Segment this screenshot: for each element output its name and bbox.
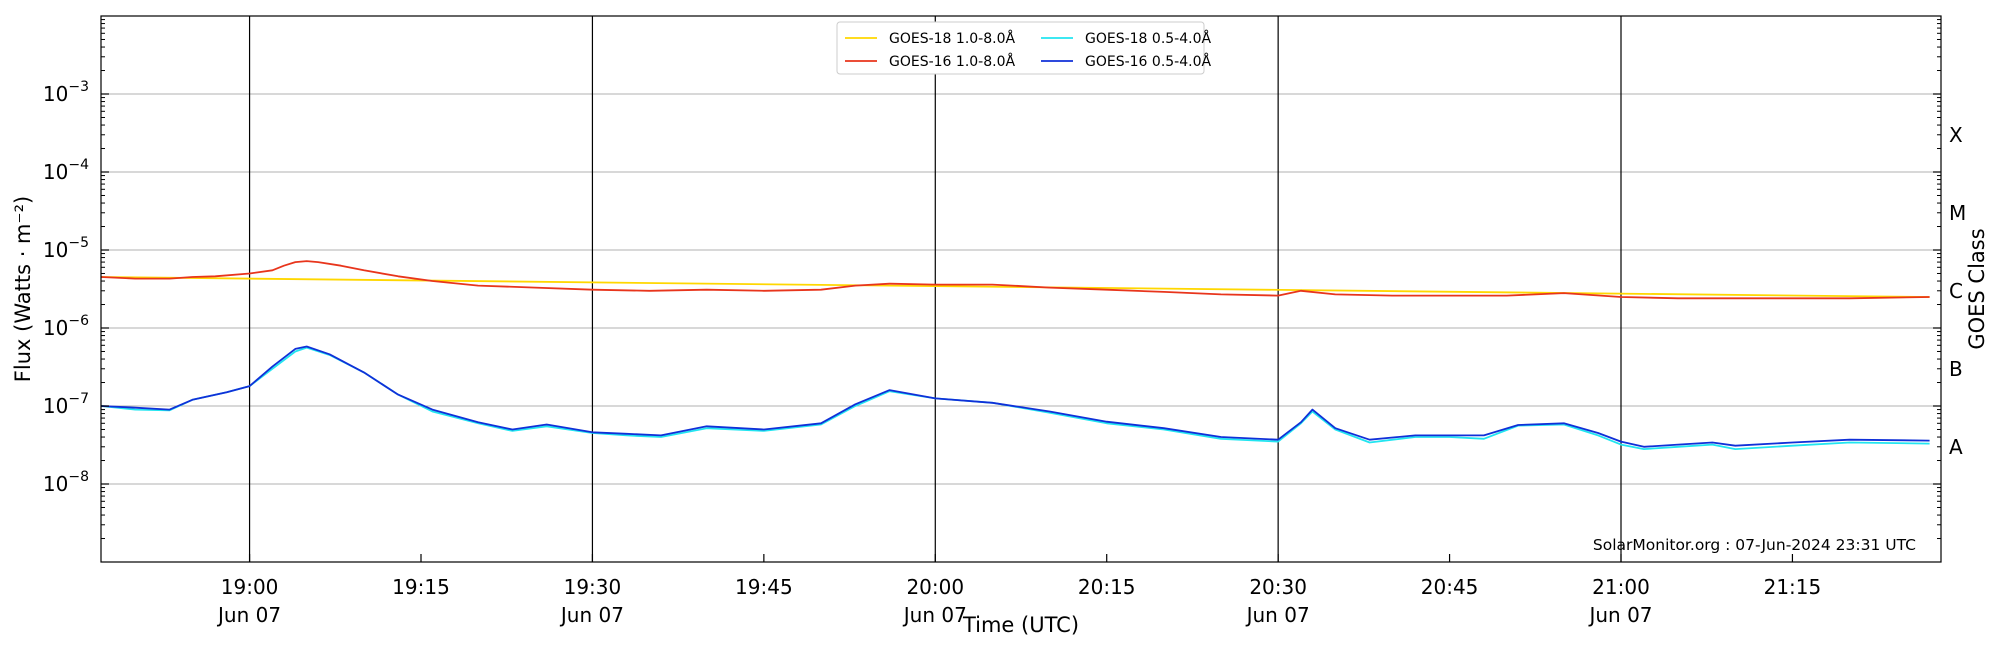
legend-entry: GOES-18 1.0-8.0Å <box>889 30 1015 47</box>
legend-entry: GOES-18 0.5-4.0Å <box>1085 30 1211 47</box>
y-tick-exponent: −7 <box>68 391 89 407</box>
x-tick-label: 19:30 <box>564 575 622 599</box>
goes-class-label: C <box>1949 279 1963 303</box>
x-tick-label: 19:15 <box>392 575 450 599</box>
y-tick-exponent: −5 <box>68 235 89 251</box>
y-tick-label: 10−4 <box>43 157 89 184</box>
y-tick-exponent: −6 <box>68 313 89 329</box>
x-tick-label: 20:15 <box>1078 575 1136 599</box>
y-tick-base: 10 <box>43 394 68 418</box>
goes-class-label: X <box>1949 123 1963 147</box>
goes-class-label: B <box>1949 357 1963 381</box>
x-axis-label: Time (UTC) <box>962 613 1079 637</box>
series-lines <box>100 260 1930 451</box>
y-tick-label: 10−8 <box>43 469 89 496</box>
x-tick-label: 20:00 <box>906 575 964 599</box>
y-tick-label: 10−3 <box>43 79 89 106</box>
legend-entry: GOES-16 0.5-4.0Å <box>1085 53 1211 70</box>
y-tick-base: 10 <box>43 472 68 496</box>
y-axis-label: Flux (Watts · m⁻²) <box>11 196 35 382</box>
x-tick-date: Jun 07 <box>902 603 967 627</box>
x-tick-date: Jun 07 <box>1245 603 1310 627</box>
series-line-1 <box>100 260 1930 300</box>
y-tick-exponent: −3 <box>68 79 89 95</box>
y-tick-label: 10−6 <box>43 313 89 340</box>
series-line-2 <box>100 346 1930 451</box>
x-tick-date: Jun 07 <box>559 603 624 627</box>
y-tick-base: 10 <box>43 238 68 262</box>
y-tick-base: 10 <box>43 160 68 184</box>
y-tick-exponent: −4 <box>68 157 89 173</box>
y-tick-label: 10−7 <box>43 391 89 418</box>
x-tick-label: 19:00 <box>221 575 279 599</box>
x-tick-label: 21:15 <box>1764 575 1822 599</box>
y-tick-exponent: −8 <box>68 469 89 485</box>
grid-lines <box>101 93 1941 485</box>
y-tick-label: 10−5 <box>43 235 89 262</box>
legend-entry: GOES-16 1.0-8.0Å <box>889 53 1015 70</box>
series-line-3 <box>100 345 1930 448</box>
x-tick-label: 20:30 <box>1249 575 1307 599</box>
goes-class-labels: A B C M X <box>1949 123 1966 459</box>
x-tick-date: Jun 07 <box>216 603 281 627</box>
legend: GOES-18 1.0-8.0Å GOES-18 0.5-4.0Å GOES-16 … <box>836 21 1211 75</box>
goes-class-label: A <box>1949 435 1963 459</box>
x-axis-ticks: 19:00 Jun 07 19:15 19:30 Jun 07 19:45 20:00 Jun… <box>216 554 1821 627</box>
x-tick-label: 21:00 <box>1592 575 1650 599</box>
y-tick-base: 10 <box>43 316 68 340</box>
y-tick-base: 10 <box>43 82 68 106</box>
plot-frame <box>100 15 1942 563</box>
x-tick-label: 20:45 <box>1421 575 1479 599</box>
vertical-markers <box>248 16 1622 562</box>
goes-class-label: M <box>1949 201 1966 225</box>
y-axis-ticks: 10−810−710−610−510−410−3 <box>43 19 1941 540</box>
series-line-0 <box>100 276 1930 298</box>
legend-box <box>836 21 1205 75</box>
x-tick-label: 19:45 <box>735 575 793 599</box>
x-tick-date: Jun 07 <box>1587 603 1652 627</box>
goes-class-axis-label: GOES Class <box>1965 228 1989 349</box>
credit-text: SolarMonitor.org : 07-Jun-2024 23:31 UTC <box>1593 536 1916 554</box>
